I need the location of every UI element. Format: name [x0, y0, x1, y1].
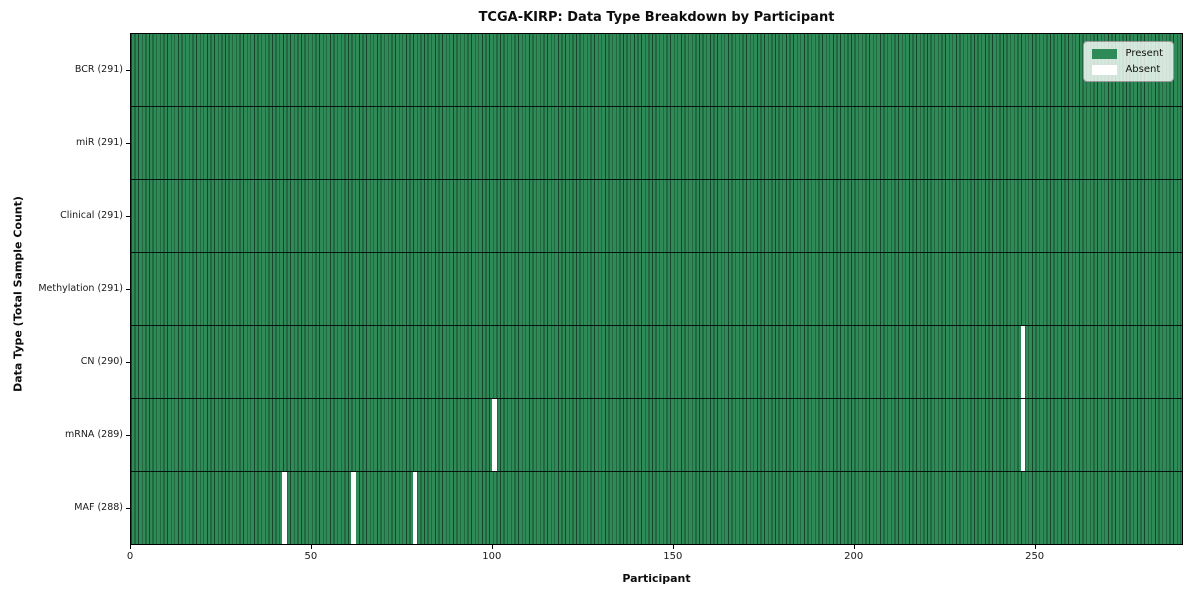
x-tick-mark: [1034, 545, 1036, 549]
plot-area: Present Absent: [130, 33, 1183, 545]
x-tick-mark: [130, 545, 131, 549]
chart-title: TCGA-KIRP: Data Type Breakdown by Partic…: [478, 10, 835, 25]
y-tick-mark: [126, 362, 130, 364]
heatmap-row-miR: [131, 106, 1182, 179]
y-tick-mark: [126, 69, 130, 71]
x-tick-label-50: 50: [304, 551, 318, 562]
heatmap-row-mRNA: [131, 398, 1182, 471]
heatmap-row-Clinical: [131, 179, 1182, 252]
x-tick-mark: [491, 545, 493, 549]
y-tick-label-Clinical: Clinical (291): [60, 209, 123, 221]
heatmap-rows: [131, 34, 1182, 544]
y-tick-label-BCR: BCR (291): [74, 63, 123, 75]
absent-cell-mRNA-246: [1020, 399, 1026, 471]
x-tick-mark: [310, 545, 312, 549]
heatmap-row-MAF: [131, 471, 1182, 544]
heatmap-row-Methylation: [131, 252, 1182, 325]
y-tick-label-CN: CN (290): [80, 356, 123, 368]
legend-swatch-absent-icon: [1092, 64, 1118, 75]
heatmap-row-CN: [131, 325, 1182, 398]
x-axis-label: Participant: [622, 572, 691, 585]
heatmap-row-BCR: [131, 34, 1182, 106]
absent-cell-MAF-42: [282, 472, 288, 544]
y-tick-mark: [126, 508, 130, 510]
absent-cell-CN-246: [1020, 326, 1026, 398]
x-tick-label-250: 250: [1025, 551, 1045, 562]
x-tick-mark: [853, 545, 855, 549]
legend-item-absent: Absent: [1092, 64, 1163, 75]
x-tick-label-100: 100: [482, 551, 502, 562]
y-tick-mark: [126, 215, 130, 217]
y-tick-mark: [126, 142, 130, 144]
legend-label-absent: Absent: [1125, 64, 1161, 75]
absent-cell-MAF-61: [351, 472, 356, 544]
y-tick-label-miR: miR (291): [75, 136, 123, 148]
absent-cell-MAF-78: [412, 472, 418, 544]
legend-swatch-present-icon: [1092, 48, 1118, 59]
legend: Present Absent: [1083, 41, 1174, 82]
y-tick-label-MAF: MAF (288): [74, 502, 123, 514]
x-tick-label-150: 150: [663, 551, 683, 562]
y-tick-mark: [126, 289, 130, 290]
x-tick-label-0: 0: [126, 551, 134, 562]
y-tick-mark: [126, 435, 130, 437]
y-tick-label-mRNA: mRNA (289): [64, 429, 123, 441]
legend-item-present: Present: [1092, 48, 1163, 59]
legend-label-present: Present: [1125, 48, 1163, 59]
y-tick-label-Methylation: Methylation (291): [38, 283, 123, 294]
x-tick-mark: [672, 545, 674, 549]
x-tick-label-200: 200: [844, 551, 864, 562]
absent-cell-mRNA-100: [492, 399, 498, 471]
